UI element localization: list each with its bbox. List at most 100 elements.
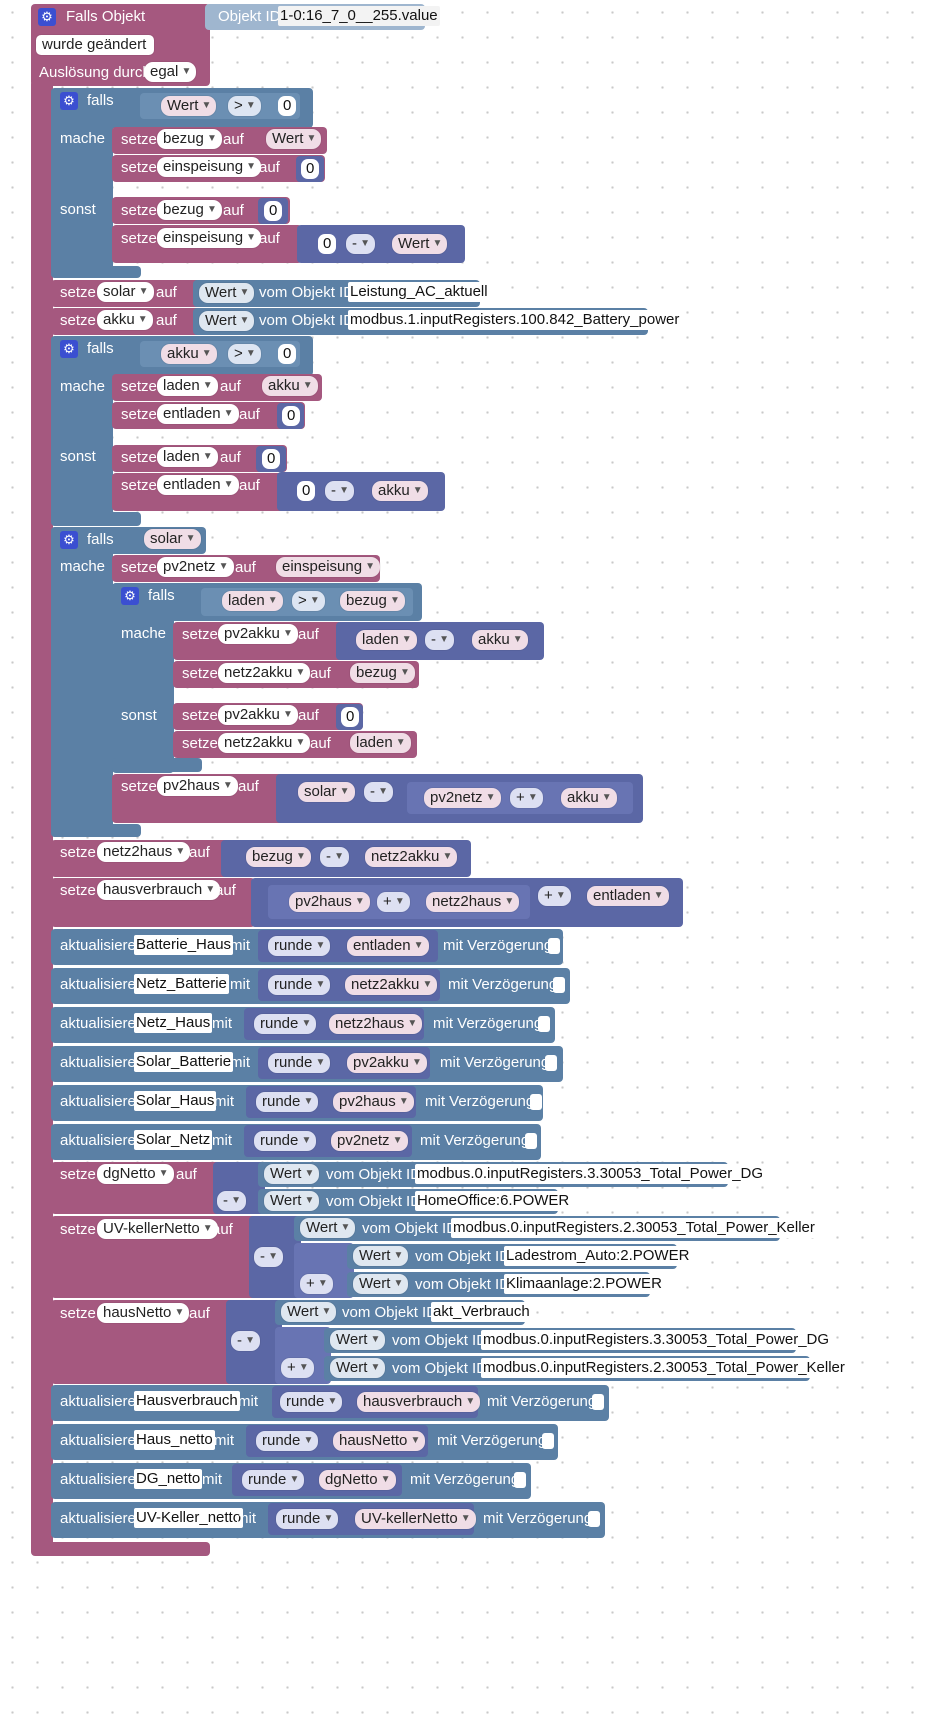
delay-checkbox[interactable] — [592, 1394, 604, 1410]
var-dropdown[interactable]: laden ▼ — [222, 591, 283, 611]
round-dropdown[interactable]: runde ▼ — [268, 1053, 331, 1073]
object-id-field[interactable]: HomeOffice:6.POWER — [415, 1191, 572, 1211]
op-dropdown[interactable]: > ▼ — [292, 591, 325, 611]
var-dropdown[interactable]: dgNetto ▼ — [97, 1164, 174, 1184]
var-dropdown[interactable]: netz2akku ▼ — [345, 975, 438, 995]
var-dropdown[interactable]: akku ▼ — [161, 344, 217, 364]
round-dropdown[interactable]: runde ▼ — [256, 1431, 319, 1451]
trigger-dropdown[interactable]: wurde geändert — [36, 35, 155, 55]
delay-checkbox[interactable] — [538, 1016, 550, 1032]
var-dropdown[interactable]: netz2haus ▼ — [329, 1014, 423, 1034]
var-dropdown[interactable]: laden ▼ — [356, 630, 417, 650]
object-id-field[interactable]: modbus.0.inputRegisters.2.30053_Total_Po… — [481, 1358, 847, 1378]
var-dropdown[interactable]: akku ▼ — [97, 310, 153, 330]
var-dropdown[interactable]: hausverbrauch ▼ — [97, 880, 221, 900]
var-dropdown[interactable]: pv2netz ▼ — [157, 557, 234, 577]
var-dropdown[interactable]: einspeisung ▼ — [276, 557, 381, 577]
delay-checkbox[interactable] — [514, 1472, 526, 1488]
var-dropdown[interactable]: akku ▼ — [262, 376, 318, 396]
number-field[interactable]: 0 — [282, 406, 301, 426]
number-field[interactable]: 0 — [318, 234, 337, 254]
target-id-field[interactable]: Solar_Batterie — [134, 1052, 234, 1072]
object-id-field[interactable]: Klimaanlage:2.POWER — [504, 1274, 664, 1294]
op-dropdown[interactable]: + ▼ — [510, 788, 543, 808]
delay-checkbox[interactable] — [545, 1055, 557, 1071]
object-id-field[interactable]: Ladestrom_Auto:2.POWER — [504, 1246, 692, 1266]
op-dropdown[interactable]: - ▼ — [320, 847, 349, 867]
var-dropdown[interactable]: akku ▼ — [561, 788, 617, 808]
var-dropdown[interactable]: pv2haus ▼ — [289, 892, 370, 912]
delay-checkbox[interactable] — [553, 977, 565, 993]
var-dropdown[interactable]: laden ▼ — [350, 733, 411, 753]
var-dropdown[interactable]: dgNetto ▼ — [319, 1470, 396, 1490]
round-dropdown[interactable]: runde ▼ — [268, 975, 331, 995]
var-dropdown[interactable]: laden ▼ — [157, 376, 218, 396]
var-dropdown[interactable]: hausNetto ▼ — [333, 1431, 426, 1451]
delay-checkbox[interactable] — [530, 1094, 542, 1110]
delay-checkbox[interactable] — [542, 1433, 554, 1449]
op-dropdown[interactable]: - ▼ — [254, 1247, 283, 1267]
op-dropdown[interactable]: + ▼ — [281, 1358, 314, 1378]
var-dropdown[interactable]: solar ▼ — [298, 782, 355, 802]
attr-dropdown[interactable]: Wert ▼ — [264, 1191, 320, 1211]
number-field[interactable]: 0 — [278, 344, 297, 364]
var-dropdown[interactable]: entladen ▼ — [157, 404, 239, 424]
round-dropdown[interactable]: runde ▼ — [242, 1470, 305, 1490]
var-dropdown[interactable]: Wert ▼ — [392, 234, 448, 254]
number-field[interactable]: 0 — [301, 159, 320, 179]
var-dropdown[interactable]: entladen ▼ — [587, 886, 669, 906]
gear-icon[interactable]: ⚙ — [38, 8, 56, 26]
var-dropdown[interactable]: UV-kellerNetto ▼ — [97, 1219, 218, 1239]
var-dropdown[interactable]: entladen ▼ — [347, 936, 429, 956]
ausloesung-dropdown[interactable]: egal ▼ — [144, 62, 197, 82]
attr-dropdown[interactable]: Wert ▼ — [281, 1302, 337, 1322]
var-dropdown[interactable]: laden ▼ — [157, 447, 218, 467]
delay-checkbox[interactable] — [588, 1511, 600, 1527]
op-dropdown[interactable]: > ▼ — [228, 96, 261, 116]
round-dropdown[interactable]: runde ▼ — [254, 1014, 317, 1034]
number-field[interactable]: 0 — [262, 449, 281, 469]
object-id-field[interactable]: modbus.0.inputRegisters.3.30053_Total_Po… — [481, 1330, 832, 1350]
number-field[interactable]: 0 — [297, 481, 316, 501]
target-id-field[interactable]: DG_netto — [134, 1469, 203, 1489]
attr-dropdown[interactable]: Wert ▼ — [199, 283, 255, 303]
attr-dropdown[interactable]: Wert ▼ — [330, 1358, 386, 1378]
round-dropdown[interactable]: runde ▼ — [256, 1092, 319, 1112]
target-id-field[interactable]: Haus_netto — [134, 1430, 215, 1450]
round-dropdown[interactable]: runde ▼ — [254, 1131, 317, 1151]
object-id-field[interactable]: modbus.1.inputRegisters.100.842_Battery_… — [348, 310, 682, 330]
var-dropdown[interactable]: pv2haus ▼ — [157, 776, 238, 796]
var-dropdown[interactable]: netz2haus ▼ — [426, 892, 520, 912]
var-dropdown[interactable]: netz2haus ▼ — [97, 842, 191, 862]
op-dropdown[interactable]: + ▼ — [377, 892, 410, 912]
object-id-field[interactable]: modbus.0.inputRegisters.2.30053_Total_Po… — [451, 1218, 817, 1238]
target-id-field[interactable]: Batterie_Haus — [134, 935, 234, 955]
target-id-field[interactable]: Solar_Netz — [134, 1130, 213, 1150]
attr-dropdown[interactable]: Wert ▼ — [199, 311, 255, 331]
var-dropdown[interactable]: bezug ▼ — [157, 200, 222, 220]
target-id-field[interactable]: Netz_Batterie — [134, 974, 229, 994]
target-id-field[interactable]: Solar_Haus — [134, 1091, 217, 1111]
var-dropdown[interactable]: pv2netz ▼ — [331, 1131, 408, 1151]
var-dropdown[interactable]: pv2akku ▼ — [218, 705, 298, 725]
op-dropdown[interactable]: - ▼ — [217, 1191, 246, 1211]
var-dropdown[interactable]: netz2akku ▼ — [218, 733, 311, 753]
var-dropdown[interactable]: netz2akku ▼ — [365, 847, 458, 867]
op-dropdown[interactable]: - ▼ — [364, 782, 393, 802]
var-dropdown[interactable]: einspeisung ▼ — [157, 157, 262, 177]
attr-dropdown[interactable]: Wert ▼ — [300, 1218, 356, 1238]
number-field[interactable]: 0 — [278, 96, 297, 116]
object-id-field[interactable]: Leistung_AC_aktuell — [348, 282, 490, 302]
object-id-field[interactable]: akt_Verbrauch — [431, 1302, 532, 1322]
var-dropdown[interactable]: bezug ▼ — [350, 663, 415, 683]
var-dropdown[interactable]: einspeisung ▼ — [157, 228, 262, 248]
delay-checkbox[interactable] — [548, 938, 560, 954]
op-dropdown[interactable]: - ▼ — [325, 481, 354, 501]
var-dropdown[interactable]: pv2haus ▼ — [333, 1092, 414, 1112]
op-dropdown[interactable]: - ▼ — [425, 630, 454, 650]
op-dropdown[interactable]: + ▼ — [538, 886, 571, 906]
var-dropdown[interactable]: bezug ▼ — [246, 847, 311, 867]
object-id-field[interactable]: modbus.0.inputRegisters.3.30053_Total_Po… — [415, 1164, 766, 1184]
gear-icon[interactable]: ⚙ — [60, 92, 78, 110]
